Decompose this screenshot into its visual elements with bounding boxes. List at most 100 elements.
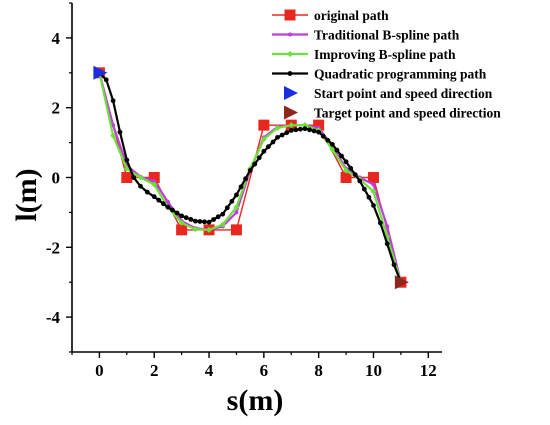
series-3-point [211, 217, 217, 222]
x-axis-title: s(m) [227, 384, 284, 417]
series-3-point [275, 134, 280, 140]
series-0-point [367, 172, 379, 183]
series-3-point [174, 210, 180, 216]
series-3-point [179, 213, 185, 219]
legend: original path Traditional B-spline path Im… [272, 8, 501, 121]
series-2-point [343, 167, 350, 174]
series-2-point [233, 204, 240, 211]
series-3-point [384, 241, 390, 247]
series-3-point [151, 194, 157, 200]
series-3-point [117, 129, 123, 135]
legend-label-3: Quadratic programming path [314, 67, 487, 82]
series-3-point [206, 219, 212, 225]
series-3-point [316, 129, 322, 135]
series-0-point [313, 119, 325, 131]
series-2-point [123, 165, 130, 172]
series-0-point [230, 224, 242, 236]
series-3-point [320, 133, 326, 139]
series-3-point [348, 165, 354, 171]
series-3-point [325, 137, 331, 143]
x-tick-label: 4 [205, 361, 214, 380]
series-layer [93, 65, 409, 290]
series-2-point [219, 221, 226, 228]
legend-label-1: Traditional B-spline path [314, 28, 460, 43]
series-2-point [178, 219, 185, 226]
series-3-point [183, 215, 189, 221]
x-tick-label: 8 [314, 361, 323, 380]
series-2-point [260, 136, 267, 143]
series-3-point [188, 216, 194, 222]
series-3-point [284, 130, 290, 136]
series-3-point [224, 205, 230, 211]
series-1-point [165, 199, 170, 204]
series-3-point [366, 194, 372, 200]
series-2-point [288, 122, 295, 129]
series-3-point [352, 172, 358, 177]
series-3-point [293, 127, 299, 133]
series-3-point [329, 141, 335, 147]
y-tick-label: -2 [46, 238, 60, 257]
legend-label-5: Target point and speed direction [314, 106, 501, 121]
series-1-point [234, 210, 239, 215]
series-3-point [256, 155, 262, 161]
series-0-point [176, 224, 188, 236]
series-5-point [394, 275, 409, 290]
legend-swatch-marker-2 [287, 51, 293, 57]
series-2-point [301, 122, 308, 129]
series-1-point [371, 182, 376, 187]
x-tick-label: 0 [95, 361, 104, 380]
y-tick-label: 4 [52, 29, 61, 48]
series-3-point [197, 219, 203, 224]
series-3-point [297, 126, 303, 132]
series-3-point [170, 207, 175, 213]
series-3-point [192, 218, 198, 224]
x-tick-label: 10 [365, 361, 382, 380]
series-3-point [165, 204, 171, 210]
series-2-point [192, 226, 199, 233]
series-3-point [124, 157, 130, 163]
series-3-point [279, 132, 285, 138]
y-tick-label: 2 [52, 99, 61, 118]
series-3-point [357, 178, 363, 184]
series-3-point [361, 186, 367, 192]
x-tick-label: 6 [260, 361, 269, 380]
legend-swatch-marker-3 [287, 71, 293, 76]
series-3-point [156, 197, 162, 203]
series-2-point [274, 124, 281, 131]
series-3-point [138, 183, 143, 189]
series-3-point [371, 203, 376, 208]
series-3-point [261, 148, 267, 154]
series-2-point [206, 226, 213, 233]
series-3-point [238, 184, 244, 190]
series-3-point [202, 219, 207, 225]
series-3-point [288, 127, 294, 133]
series-5 [394, 275, 409, 290]
series-4 [93, 65, 108, 80]
series-3-point [343, 159, 349, 165]
series-3-point [110, 98, 116, 104]
series-2-point [329, 146, 336, 153]
series-1-point [152, 178, 157, 183]
series-3-point [391, 262, 397, 268]
series-3-point [215, 214, 221, 220]
series-2-point [370, 188, 377, 195]
series-3-point [307, 127, 312, 133]
series-3-point [160, 201, 166, 207]
legend-swatch-marker-0 [284, 9, 296, 21]
series-3-point [270, 139, 276, 145]
series-3-point [302, 126, 308, 132]
series-0-point [148, 172, 160, 183]
series-3-point [220, 211, 226, 217]
series-3-point [377, 220, 383, 226]
series-4-point [93, 65, 108, 80]
y-axis-title: l(m) [10, 168, 43, 221]
series-3-point [243, 176, 248, 182]
series-3-point [131, 175, 137, 180]
series-1-point [385, 224, 390, 229]
series-2-point [137, 174, 144, 181]
series-3-point [339, 153, 344, 159]
series-0-point [121, 172, 133, 183]
series-3-point [144, 189, 150, 195]
series-3-point [252, 161, 258, 167]
